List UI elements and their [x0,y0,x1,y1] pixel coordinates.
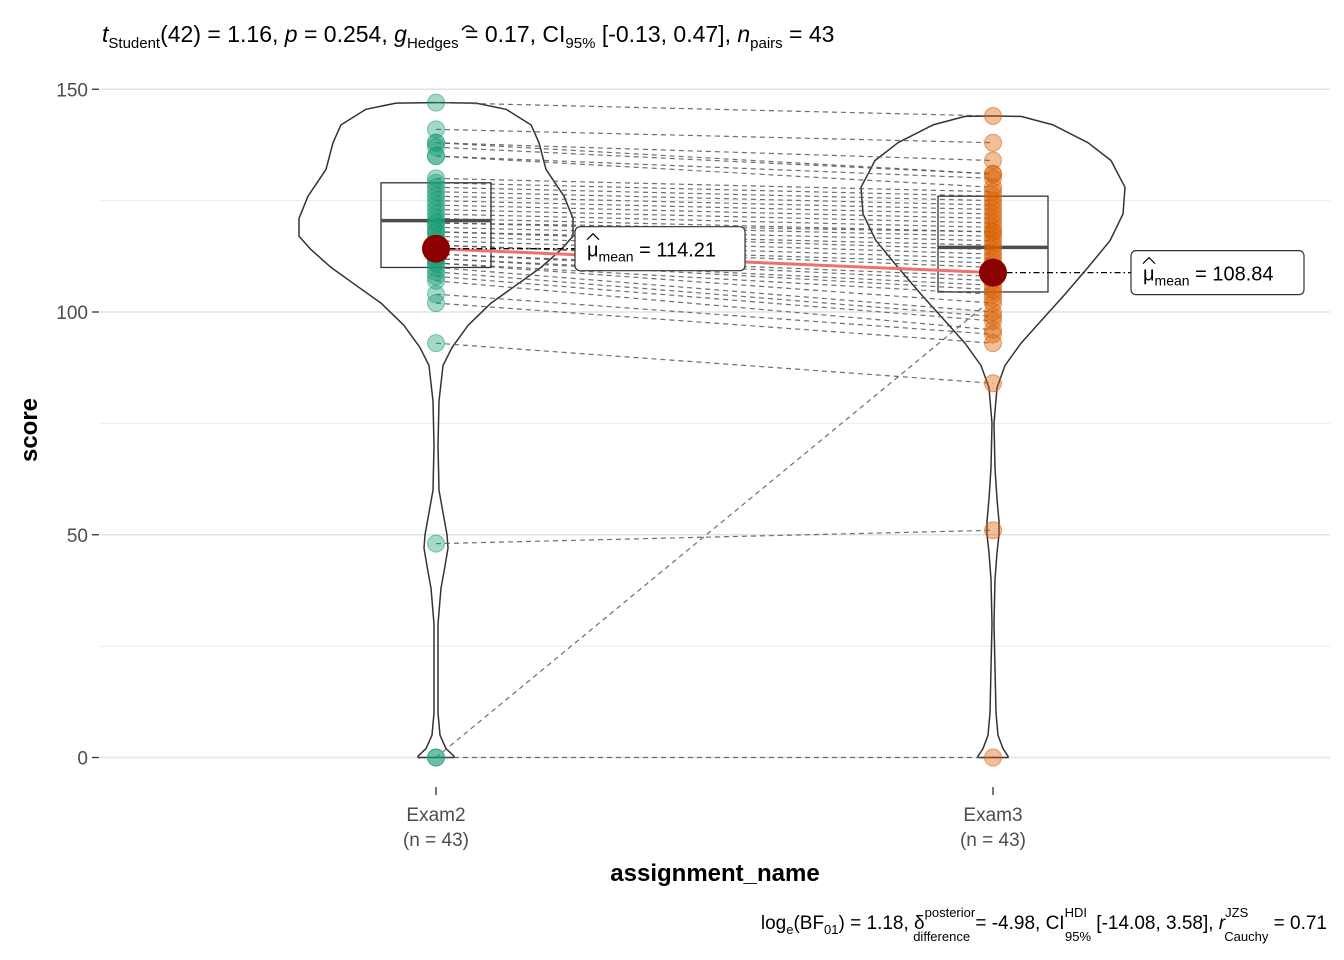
data-point [984,106,1002,125]
data-point [427,271,445,290]
mu-hat-icon [1142,256,1156,265]
x-tick-count: (n = 43) [960,830,1026,851]
data-point [427,748,445,767]
data-point [427,120,445,139]
pair-line [435,298,994,758]
pair-line [435,213,994,228]
data-point [984,334,1002,353]
data-point [427,534,445,553]
pair-line [435,231,994,246]
data-point [427,147,445,166]
data-point [427,267,445,286]
y-tick-label: 150 [56,80,88,101]
mean-point [422,234,450,263]
pair-line [435,142,994,162]
pair-line [435,102,994,117]
x-tick-label: Exam2 [406,805,465,826]
pair-line [435,155,994,188]
pair-line [435,191,994,206]
data-point [984,320,1002,339]
pair-line [435,257,994,286]
y-tick-label: 0 [77,749,88,770]
pair-line [435,200,994,215]
chart-caption: loge(BF01) = 1.18, δposterior difference … [761,905,1327,944]
pair-line [435,222,994,233]
mean-label-exam3-text: μmean = 108.84 [1143,264,1274,289]
y-axis: 0 50 100 150 [56,80,99,770]
pair-line [435,275,994,322]
pair-line [435,235,994,255]
pair-line [435,208,994,224]
data-point [984,307,1002,326]
pair-line [435,222,994,237]
x-tick-label: Exam3 [963,805,1022,826]
data-point [984,289,1002,308]
data-point [984,374,1002,393]
pair-line [435,204,994,220]
pair-line [435,186,994,202]
pair-line [435,240,994,260]
pair-line [435,262,994,304]
violin [298,101,574,759]
paired-lines [435,102,994,759]
pair-line [435,271,994,318]
pair-line [435,253,994,282]
data-point [427,294,445,313]
pair-line [435,128,994,144]
x-axis: Exam2 (n = 43) Exam3 (n = 43) [403,787,1026,851]
chart-title: tStudent(42) = 1.16, p = 0.254, gHedges … [102,21,834,52]
x-axis-label: assignment_name [610,860,819,887]
means: μmean = 114.21 μmean = 108.84 [422,226,1305,296]
pair-line [435,342,994,384]
data-point [984,748,1002,767]
pair-line [435,195,994,211]
pair-line [435,280,994,331]
y-tick-label: 100 [56,303,88,324]
pair-line [435,257,994,291]
pair-line [435,226,994,242]
pair-line [435,177,994,193]
pair-line [435,244,994,269]
title-hat-icon [461,25,475,31]
pair-line [435,244,994,264]
pair-line [435,293,994,335]
pair-line [435,231,994,251]
x-tick-count: (n = 43) [403,830,469,851]
mean-point [979,258,1007,287]
grid [100,88,1330,759]
mean-label-exam2-box [574,226,746,272]
pair-line [435,262,994,295]
pair-line [435,529,994,545]
mean-label-exam3-box [1130,250,1305,296]
data-point [984,164,1002,183]
data-point [427,93,445,112]
pair-line [435,266,994,313]
pair-line [435,146,994,175]
data-point [984,133,1002,152]
pair-line [435,182,994,197]
pair-line [435,142,994,175]
mu-hat-icon [586,232,600,241]
data-point [984,521,1002,540]
data-point [427,334,445,353]
y-tick-label: 50 [67,526,88,547]
data-point [427,133,445,152]
pair-line [435,155,994,179]
pair-line [435,302,994,344]
pair-line [435,253,994,277]
y-axis-label: score [16,398,43,462]
pair-line [435,217,994,233]
data-point [984,151,1002,170]
mean-label-exam2-text: μmean = 114.21 [587,240,716,265]
